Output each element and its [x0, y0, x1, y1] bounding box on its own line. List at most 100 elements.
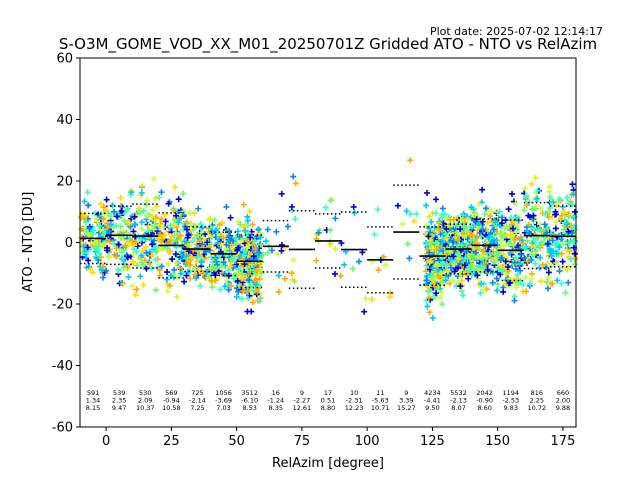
scatter-point-969	[282, 244, 289, 251]
scatter-point-917	[254, 288, 261, 295]
scatter-point-2062	[557, 216, 564, 223]
scatter-point-1718	[491, 241, 498, 248]
scatter-point-96	[85, 231, 92, 238]
scatter-point-1468	[454, 222, 461, 229]
scatter-point-1741	[505, 206, 512, 213]
scatter-point-971	[273, 228, 280, 235]
scatter-point-1724	[480, 246, 487, 253]
scatter-point-1031	[406, 255, 413, 262]
scatter-point-2035	[547, 234, 554, 241]
scatter-point-92	[96, 213, 103, 220]
scatter-point-530	[187, 275, 194, 282]
scatter-point-2127	[556, 244, 563, 251]
scatter-point-2122	[565, 264, 572, 271]
scatter-point-114	[82, 219, 89, 226]
scatter-point-340	[131, 213, 138, 220]
scatter-point-579	[188, 254, 195, 261]
scatter-point-1697	[493, 275, 500, 282]
bin-mean-12: 3.39	[399, 397, 413, 405]
bin-count-12: 9	[404, 389, 408, 397]
scatter-point-2045	[558, 212, 565, 219]
scatter-point-2022	[552, 225, 559, 232]
scatter-point-332	[149, 241, 156, 248]
scatter-point-1980	[535, 242, 542, 249]
scatter-point-2008	[526, 229, 533, 236]
scatter-point-1114	[438, 289, 445, 296]
scatter-point-1976	[535, 226, 542, 233]
scatter-point-2004	[530, 212, 537, 219]
scatter-point-903	[244, 217, 251, 224]
y-tick-label-4: 20	[56, 175, 73, 190]
bin-std-5: 7.03	[216, 404, 230, 412]
bin-mean-11: -5.63	[372, 397, 389, 405]
scatter-point-1678	[473, 225, 480, 232]
scatter-point-225	[113, 213, 120, 220]
bin-count-10: 10	[350, 389, 358, 397]
scatter-point-645	[224, 282, 231, 289]
scatter-point-230	[124, 205, 131, 212]
scatter-point-69	[89, 242, 96, 249]
scatter-point-931	[249, 299, 256, 306]
plot-date: Plot date: 2025-07-02 12:14:17	[430, 25, 603, 38]
scatter-point-279	[139, 247, 146, 254]
scatter-point-241	[150, 175, 157, 182]
scatter-point-327	[129, 237, 136, 244]
scatter-point-1711	[471, 237, 478, 244]
scatter-point-1007	[363, 295, 370, 302]
bin-mean-10: -2.31	[346, 397, 363, 405]
scatter-point-574	[204, 239, 211, 246]
scatter-point-450	[178, 237, 185, 244]
scatter-point-65	[85, 257, 92, 264]
scatter-point-972	[265, 249, 272, 256]
scatter-point-1204	[426, 225, 433, 232]
scatter-point-901	[245, 271, 252, 278]
scatter-point-987	[322, 204, 329, 211]
scatter-point-1490	[457, 283, 464, 290]
scatter-point-674	[211, 217, 218, 224]
scatter-point-247	[138, 219, 145, 226]
scatter-point-668	[223, 277, 230, 284]
scatter-point-330	[150, 226, 157, 233]
scatter-point-295	[137, 273, 144, 280]
scatter-point-560	[189, 238, 196, 245]
scatter-point-102	[93, 215, 100, 222]
scatter-point-1532	[445, 239, 452, 246]
scatter-point-1725	[474, 253, 481, 260]
bin-std-1: 9.47	[112, 404, 126, 412]
scatter-point-531	[197, 283, 204, 290]
scatter-point-1024	[369, 296, 376, 303]
scatter-point-1813	[499, 233, 506, 240]
y-tick-label-6: 60	[56, 52, 73, 67]
bin-std-12: 15.27	[397, 404, 416, 412]
scatter-point-572	[193, 275, 200, 282]
scatter-point-1077	[432, 210, 439, 217]
scatter-point-354	[156, 272, 163, 279]
scatter-point-587	[184, 234, 191, 241]
scatter-point-576	[206, 216, 213, 223]
scatter-point-962	[281, 275, 288, 282]
scatter-point-791	[238, 295, 245, 302]
scatter-point-1959	[534, 195, 541, 202]
scatter-point-348	[165, 260, 172, 267]
scatter-point-930	[249, 241, 256, 248]
y-tick-label-0: -60	[52, 421, 73, 436]
scatter-point-2036	[563, 247, 570, 254]
scatter-point-1692	[474, 272, 481, 279]
bin-count-5: 1056	[215, 389, 232, 397]
scatter-point-584	[198, 259, 205, 266]
scatter-point-929	[247, 267, 254, 274]
scatter-point-1744	[519, 281, 526, 288]
y-tick-label-1: -40	[52, 359, 73, 374]
scatter-point-77	[82, 224, 89, 231]
scatter-point-53	[97, 200, 104, 207]
scatter-point-1972	[544, 285, 551, 292]
scatter-point-955	[252, 246, 259, 253]
scatter-point-1524	[443, 235, 450, 242]
scatter-point-1670	[488, 208, 495, 215]
scatter-point-935	[248, 261, 255, 268]
scatter-point-864	[236, 233, 243, 240]
scatter-point-1974	[534, 187, 541, 194]
scatter-point-1856	[510, 260, 517, 267]
scatter-point-1533	[442, 231, 449, 238]
x-tick-label-3: 75	[294, 434, 311, 449]
